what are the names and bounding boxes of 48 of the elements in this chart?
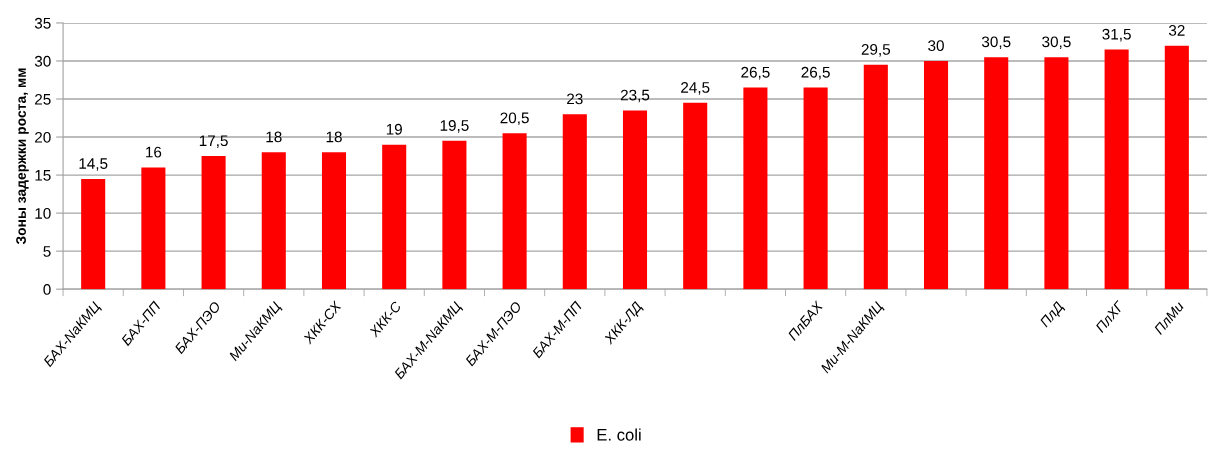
data-label: 30 [928, 40, 944, 52]
data-label: 23 [567, 93, 583, 105]
data-label: 26,5 [801, 66, 830, 80]
bar [1104, 49, 1129, 290]
bar [562, 114, 587, 290]
data-label: 32 [1168, 24, 1185, 36]
data-label: 19 [386, 123, 402, 135]
y-tick-label: 20 [35, 131, 51, 143]
bar [743, 87, 768, 290]
y-tick-label: 15 [35, 170, 51, 181]
y-tick-label: 35 [34, 17, 51, 29]
data-label: 31,5 [1102, 28, 1131, 42]
data-label: 18 [326, 131, 342, 143]
bar [622, 110, 648, 290]
y-tick-label: 30 [34, 55, 51, 67]
data-label: 17,5 [199, 135, 228, 148]
data-label: 24,5 [681, 82, 710, 95]
data-label: 30,5 [1042, 36, 1071, 50]
data-label: 20,5 [500, 112, 529, 126]
y-tick-label: 5 [43, 246, 51, 257]
bar [923, 60, 949, 290]
bar [1044, 57, 1069, 290]
data-label: 26,5 [741, 66, 770, 80]
data-label: 23,5 [620, 89, 650, 103]
data-label: 14,5 [79, 158, 108, 171]
y-tick-label: 10 [35, 207, 51, 219]
bar [803, 87, 828, 290]
bar [201, 156, 226, 290]
data-label: 16 [146, 146, 162, 158]
bar [683, 102, 708, 290]
y-tick-label: 0 [43, 284, 51, 295]
y-axis-title: Зоны задержки роста, мм [16, 68, 29, 245]
bar [1164, 45, 1189, 290]
bar [382, 144, 407, 290]
bar [502, 133, 527, 290]
bar [81, 178, 106, 290]
bar [261, 152, 286, 290]
bar [863, 64, 888, 290]
data-label: 18 [266, 131, 282, 143]
legend-label: E. coli [597, 428, 641, 441]
bar [442, 140, 467, 290]
bar [984, 57, 1009, 290]
data-label: 19,5 [440, 120, 469, 133]
y-tick-label: 25 [35, 93, 51, 105]
bar [141, 167, 166, 290]
bar [321, 152, 347, 290]
data-label: 30,5 [981, 36, 1011, 50]
data-label: 29,5 [861, 44, 891, 57]
